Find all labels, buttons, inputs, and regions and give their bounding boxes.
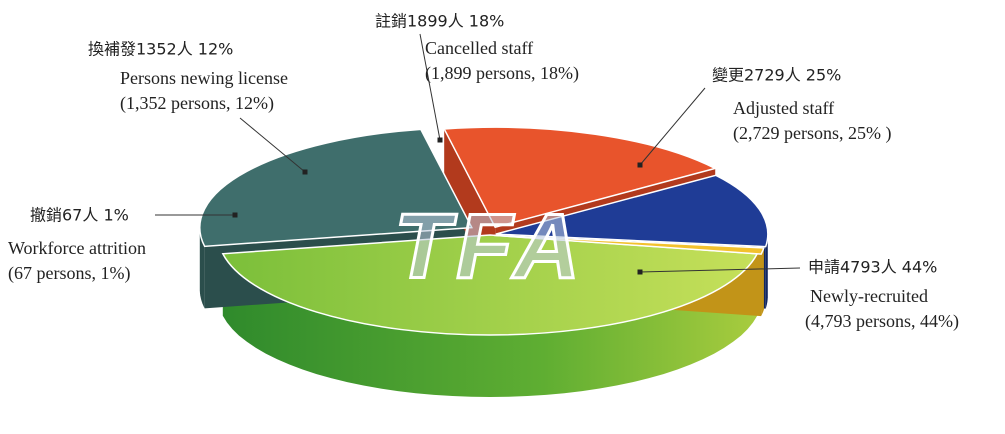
slice bbox=[199, 128, 473, 248]
legend-label: Persons newing license bbox=[120, 68, 288, 88]
leader-line bbox=[419, 33, 441, 141]
label-detail: (1,899 persons, 18%) bbox=[425, 63, 579, 84]
slice-side bbox=[222, 253, 758, 397]
label-zh: 撤銷67人 1% bbox=[30, 206, 129, 225]
leader-dot bbox=[637, 269, 643, 275]
leader-dot bbox=[232, 212, 238, 218]
label-zh: 註銷1899人 18% bbox=[375, 12, 504, 31]
pie-tops: TFA bbox=[199, 126, 769, 336]
legend-label: Newly-recruited bbox=[810, 286, 928, 306]
leader-dot bbox=[637, 162, 643, 168]
slice bbox=[495, 174, 769, 248]
slice bbox=[221, 234, 759, 336]
leader-dot bbox=[437, 137, 443, 143]
leader-line bbox=[639, 87, 706, 166]
slice-side bbox=[765, 234, 768, 309]
legend-label: Workforce attrition bbox=[8, 238, 146, 258]
leader-line bbox=[239, 117, 306, 173]
slice-side bbox=[199, 227, 205, 309]
label-detail: (4,793 persons, 44%) bbox=[805, 311, 959, 332]
label-detail: (67 persons, 1%) bbox=[8, 263, 130, 284]
label-zh: 換補發1352人 12% bbox=[88, 40, 233, 59]
slice bbox=[442, 126, 718, 229]
label-zh: 申請4793人 44% bbox=[808, 258, 937, 277]
leader-line bbox=[639, 267, 801, 273]
slice bbox=[493, 234, 765, 255]
legend-label: Cancelled staff bbox=[425, 38, 533, 58]
label-zh: 變更2729人 25% bbox=[712, 66, 841, 85]
legend-label: Adjusted staff bbox=[733, 98, 834, 118]
leader-dot bbox=[302, 169, 308, 175]
labels: 申請4793人 44% Newly-recruited (4,793 persons… bbox=[8, 12, 959, 333]
label-detail: (1,352 persons, 12%) bbox=[120, 93, 274, 114]
watermark: TFA bbox=[394, 195, 586, 297]
label-detail: (2,729 persons, 25% ) bbox=[733, 123, 891, 144]
